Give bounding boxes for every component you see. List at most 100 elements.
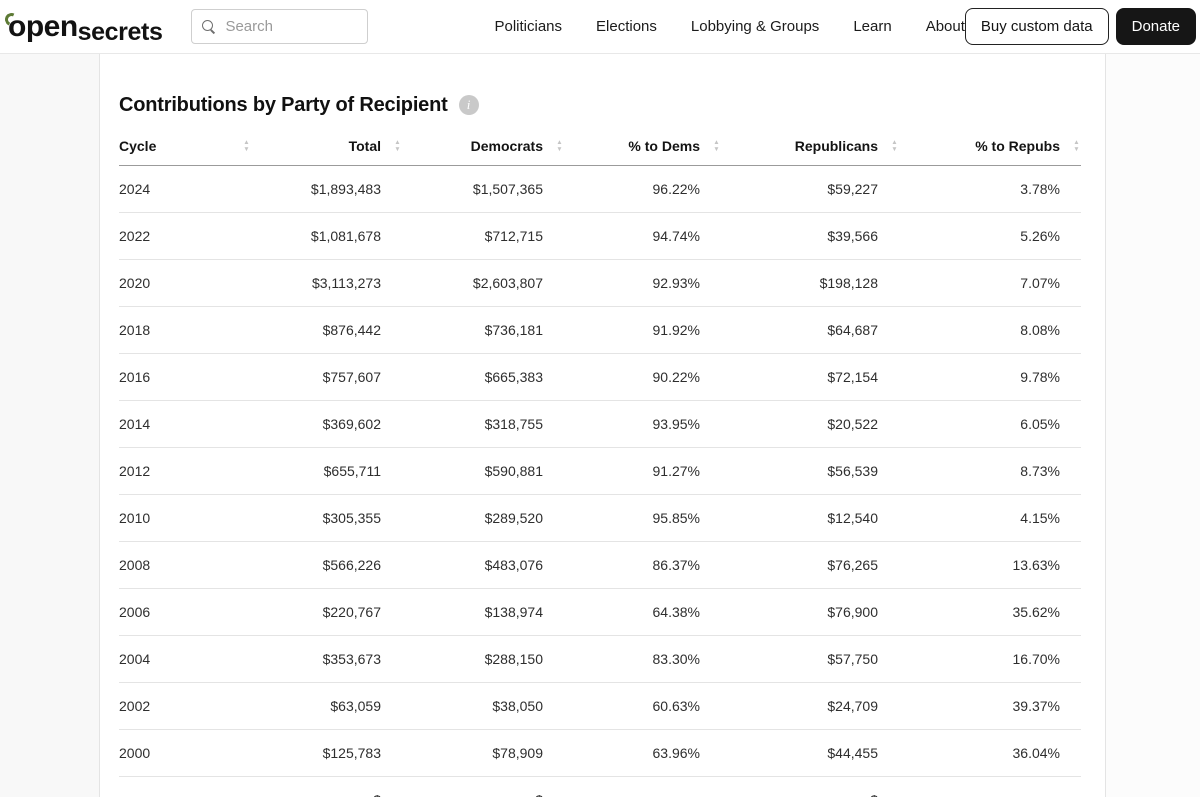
search-input[interactable] [225,18,358,35]
table-row: 2016 $757,607 $665,383 90.22% $72,154 9.… [119,353,1081,401]
cell-pct-dems: 93.95% [564,400,721,448]
cell-pct-repubs: 35.62% [899,588,1081,636]
cell-pct-repubs [899,776,1081,797]
cell-total: $125,783 [251,729,402,777]
page-title: Contributions by Party of Recipient [119,94,448,116]
table-header-row: Cycle ▲ ▼ Total ▲ ▼ Democr [119,134,1081,166]
left-gutter [0,54,100,797]
opensecrets-logo[interactable]: open secrets [3,10,163,46]
cell-republicans: $24,709 [721,682,899,730]
table-row: 2022 $1,081,678 $712,715 94.74% $39,566 … [119,212,1081,260]
sort-icon[interactable]: ▲ ▼ [243,138,250,153]
cell-republicans: $57,750 [721,635,899,683]
logo-text-open: open [3,10,78,44]
nav-item-about[interactable]: About [925,18,965,35]
column-header-pct-to-repubs[interactable]: % to Repubs ▲ ▼ [899,134,1081,166]
cell-pct-repubs: 7.07% [899,259,1081,307]
nav-item-lobbying-groups[interactable]: Lobbying & Groups [690,18,820,35]
donate-button[interactable]: Donate [1115,8,1196,45]
nav-item-elections[interactable]: Elections [596,18,657,35]
cell-pct-dems: 92.93% [564,259,721,307]
cell-cycle: 2008 [119,541,251,589]
cell-democrats: $38,050 [402,682,564,730]
column-header-cycle[interactable]: Cycle ▲ ▼ [119,134,251,166]
cell-pct-repubs: 36.04% [899,729,1081,777]
sort-icon[interactable]: ▲ ▼ [713,138,720,153]
nav-item-politicians[interactable]: Politicians [494,18,563,35]
sort-icon[interactable]: ▲ ▼ [891,138,898,153]
cell-democrats: $1,507,365 [402,165,564,213]
cell-total: $655,711 [251,447,402,495]
cell-cycle: 2004 [119,635,251,683]
cell-democrats: $ [402,776,564,797]
cell-total: $220,767 [251,588,402,636]
table-row-partial: $ $ $ [119,776,1081,797]
cell-total: $369,602 [251,400,402,448]
cell-total: $876,442 [251,306,402,354]
cell-democrats: $288,150 [402,635,564,683]
cell-pct-dems: 63.96% [564,729,721,777]
cell-pct-repubs: 13.63% [899,541,1081,589]
table-row: 2010 $305,355 $289,520 95.85% $12,540 4.… [119,494,1081,542]
table-row: 2002 $63,059 $38,050 60.63% $24,709 39.3… [119,682,1081,730]
cell-pct-dems: 86.37% [564,541,721,589]
cell-democrats: $483,076 [402,541,564,589]
cell-total: $305,355 [251,494,402,542]
nav-item-learn[interactable]: Learn [853,18,892,35]
cell-pct-dems: 90.22% [564,353,721,401]
cell-pct-dems: 91.27% [564,447,721,495]
cell-republicans: $ [721,776,899,797]
cell-cycle: 2000 [119,729,251,777]
table-row: 2018 $876,442 $736,181 91.92% $64,687 8.… [119,306,1081,354]
cell-pct-dems: 64.38% [564,588,721,636]
buy-custom-data-button[interactable]: Buy custom data [964,8,1109,45]
cell-total: $63,059 [251,682,402,730]
column-header-democrats[interactable]: Democrats ▲ ▼ [402,134,564,166]
table-row: 2014 $369,602 $318,755 93.95% $20,522 6.… [119,400,1081,448]
cell-pct-repubs: 8.73% [899,447,1081,495]
column-header-republicans[interactable]: Republicans ▲ ▼ [721,134,899,166]
table-row: 2024 $1,893,483 $1,507,365 96.22% $59,22… [119,165,1081,213]
cell-cycle: 2012 [119,447,251,495]
table-row: 2008 $566,226 $483,076 86.37% $76,265 13… [119,541,1081,589]
cell-democrats: $289,520 [402,494,564,542]
column-header-total[interactable]: Total ▲ ▼ [251,134,402,166]
cell-democrats: $138,974 [402,588,564,636]
search-box[interactable] [191,9,369,44]
cell-democrats: $2,603,807 [402,259,564,307]
cell-pct-dems: 94.74% [564,212,721,260]
cell-cycle: 2010 [119,494,251,542]
column-header-pct-to-dems[interactable]: % to Dems ▲ ▼ [564,134,721,166]
cell-republicans: $44,455 [721,729,899,777]
cell-democrats: $736,181 [402,306,564,354]
cell-republicans: $64,687 [721,306,899,354]
cell-total: $3,113,273 [251,259,402,307]
cell-pct-dems: 95.85% [564,494,721,542]
contributions-by-party-table: Cycle ▲ ▼ Total ▲ ▼ Democr [119,134,1081,797]
cell-pct-repubs: 9.78% [899,353,1081,401]
cell-pct-dems: 96.22% [564,165,721,213]
info-icon[interactable]: i [458,95,479,115]
cell-pct-dems: 91.92% [564,306,721,354]
cell-republicans: $76,900 [721,588,899,636]
table-row: 2020 $3,113,273 $2,603,807 92.93% $198,1… [119,259,1081,307]
cell-pct-repubs: 5.26% [899,212,1081,260]
sort-icon[interactable]: ▲ ▼ [394,138,401,153]
cell-pct-repubs: 3.78% [899,165,1081,213]
cell-pct-repubs: 8.08% [899,306,1081,354]
cell-democrats: $665,383 [402,353,564,401]
cell-cycle: 2002 [119,682,251,730]
table-row: 2004 $353,673 $288,150 83.30% $57,750 16… [119,635,1081,683]
sort-icon[interactable]: ▲ ▼ [556,138,563,153]
cell-pct-repubs: 4.15% [899,494,1081,542]
cell-democrats: $78,909 [402,729,564,777]
search-icon [202,19,216,34]
table-row: 2012 $655,711 $590,881 91.27% $56,539 8.… [119,447,1081,495]
cell-cycle [119,776,251,797]
cell-republicans: $59,227 [721,165,899,213]
content-area: Contributions by Party of Recipient i [0,54,1200,797]
sort-icon[interactable]: ▲ ▼ [1073,138,1080,153]
cell-pct-dems: 83.30% [564,635,721,683]
cell-republicans: $56,539 [721,447,899,495]
